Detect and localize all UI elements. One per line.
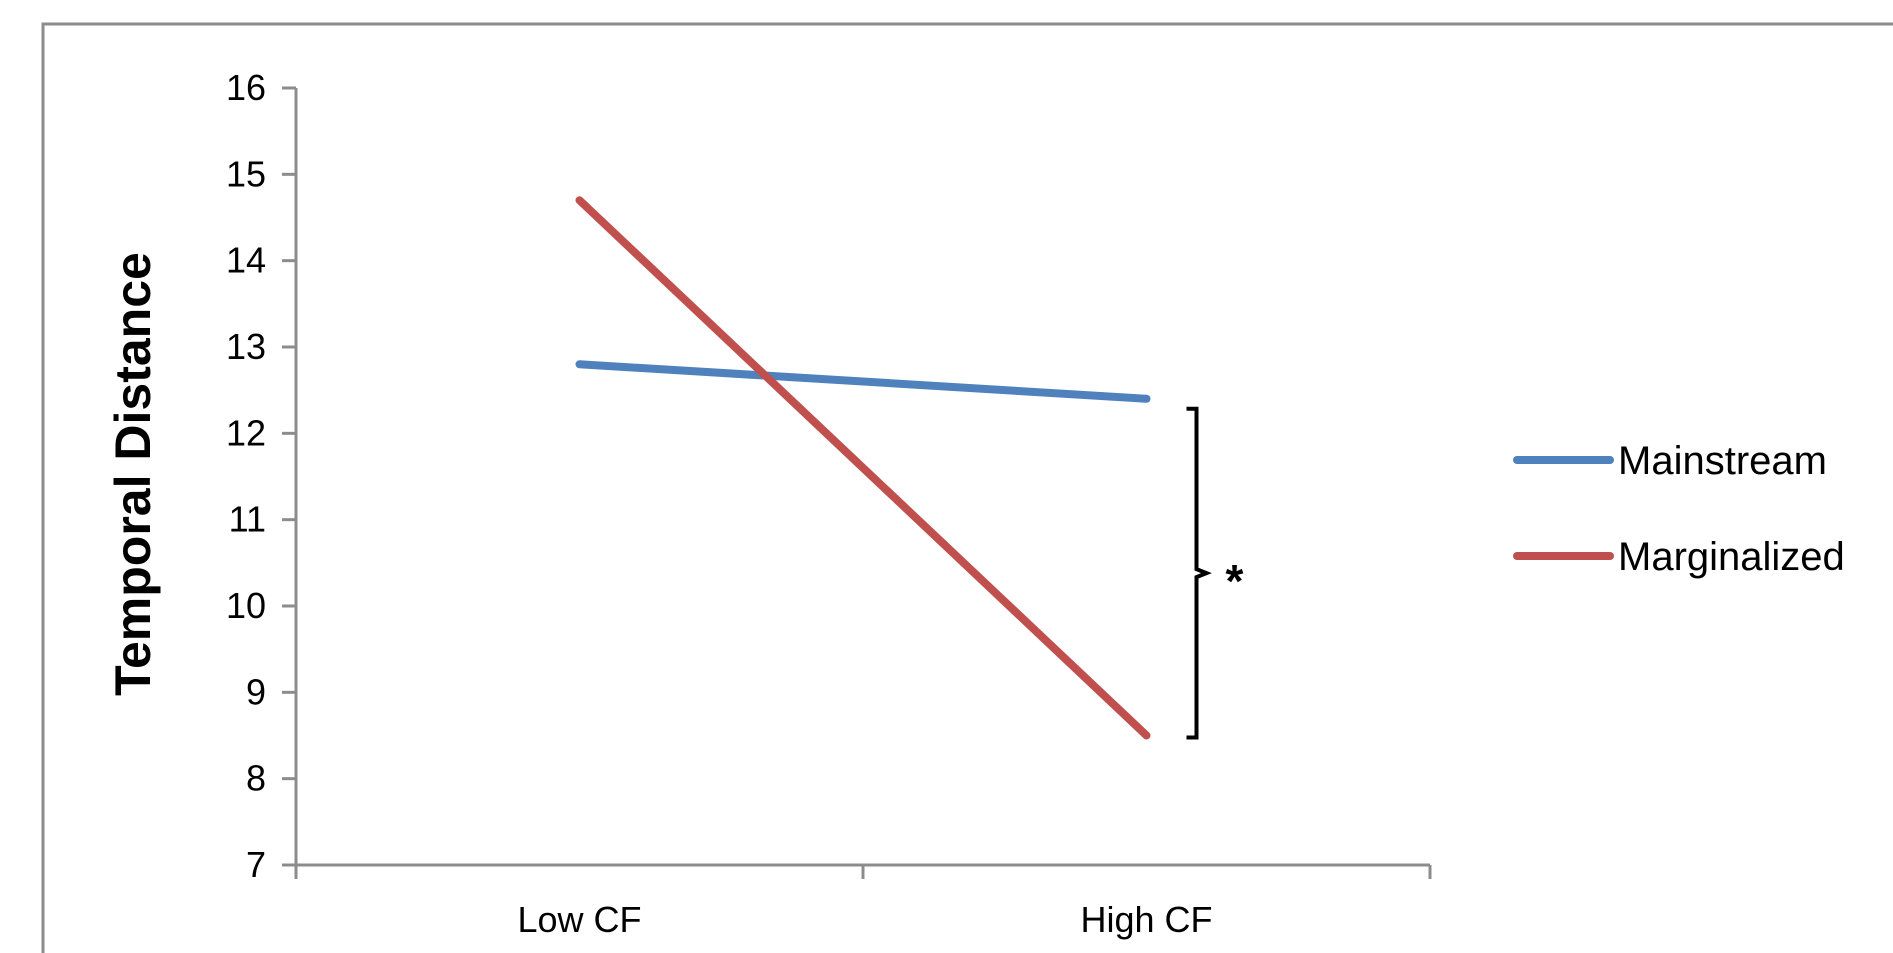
y-tick-label: 9 bbox=[246, 671, 266, 712]
y-tick-label: 8 bbox=[246, 758, 266, 799]
y-tick-label: 13 bbox=[226, 326, 266, 367]
y-axis: 7 8 9 10 11 12 13 14 15 16 bbox=[226, 67, 298, 885]
chart-border bbox=[41, 22, 1893, 953]
significance-star: * bbox=[1226, 555, 1244, 607]
legend: Mainstream Marginalized bbox=[1513, 439, 1845, 579]
y-tick-label: 16 bbox=[226, 67, 266, 108]
significance-bracket bbox=[1186, 406, 1212, 740]
series-line-marginalized bbox=[575, 196, 1151, 740]
x-category-label: High CF bbox=[1080, 899, 1212, 940]
y-tick-label: 7 bbox=[246, 844, 266, 885]
y-tick-label: 15 bbox=[226, 153, 266, 194]
series-layer bbox=[575, 196, 1151, 740]
y-tick-label: 12 bbox=[226, 412, 266, 453]
series-line-mainstream bbox=[575, 360, 1151, 403]
legend-label-marginalized: Marginalized bbox=[1618, 535, 1845, 579]
legend-label-mainstream: Mainstream bbox=[1618, 439, 1827, 483]
y-tick-label: 14 bbox=[226, 240, 266, 281]
y-tick-label: 11 bbox=[229, 499, 266, 540]
y-tick-label: 10 bbox=[226, 585, 266, 626]
x-axis: Low CF High CF bbox=[294, 863, 1432, 940]
y-axis-title: Temporal Distance bbox=[105, 252, 161, 696]
significance-annotation: * bbox=[1186, 406, 1244, 740]
x-category-label: Low CF bbox=[517, 899, 641, 940]
